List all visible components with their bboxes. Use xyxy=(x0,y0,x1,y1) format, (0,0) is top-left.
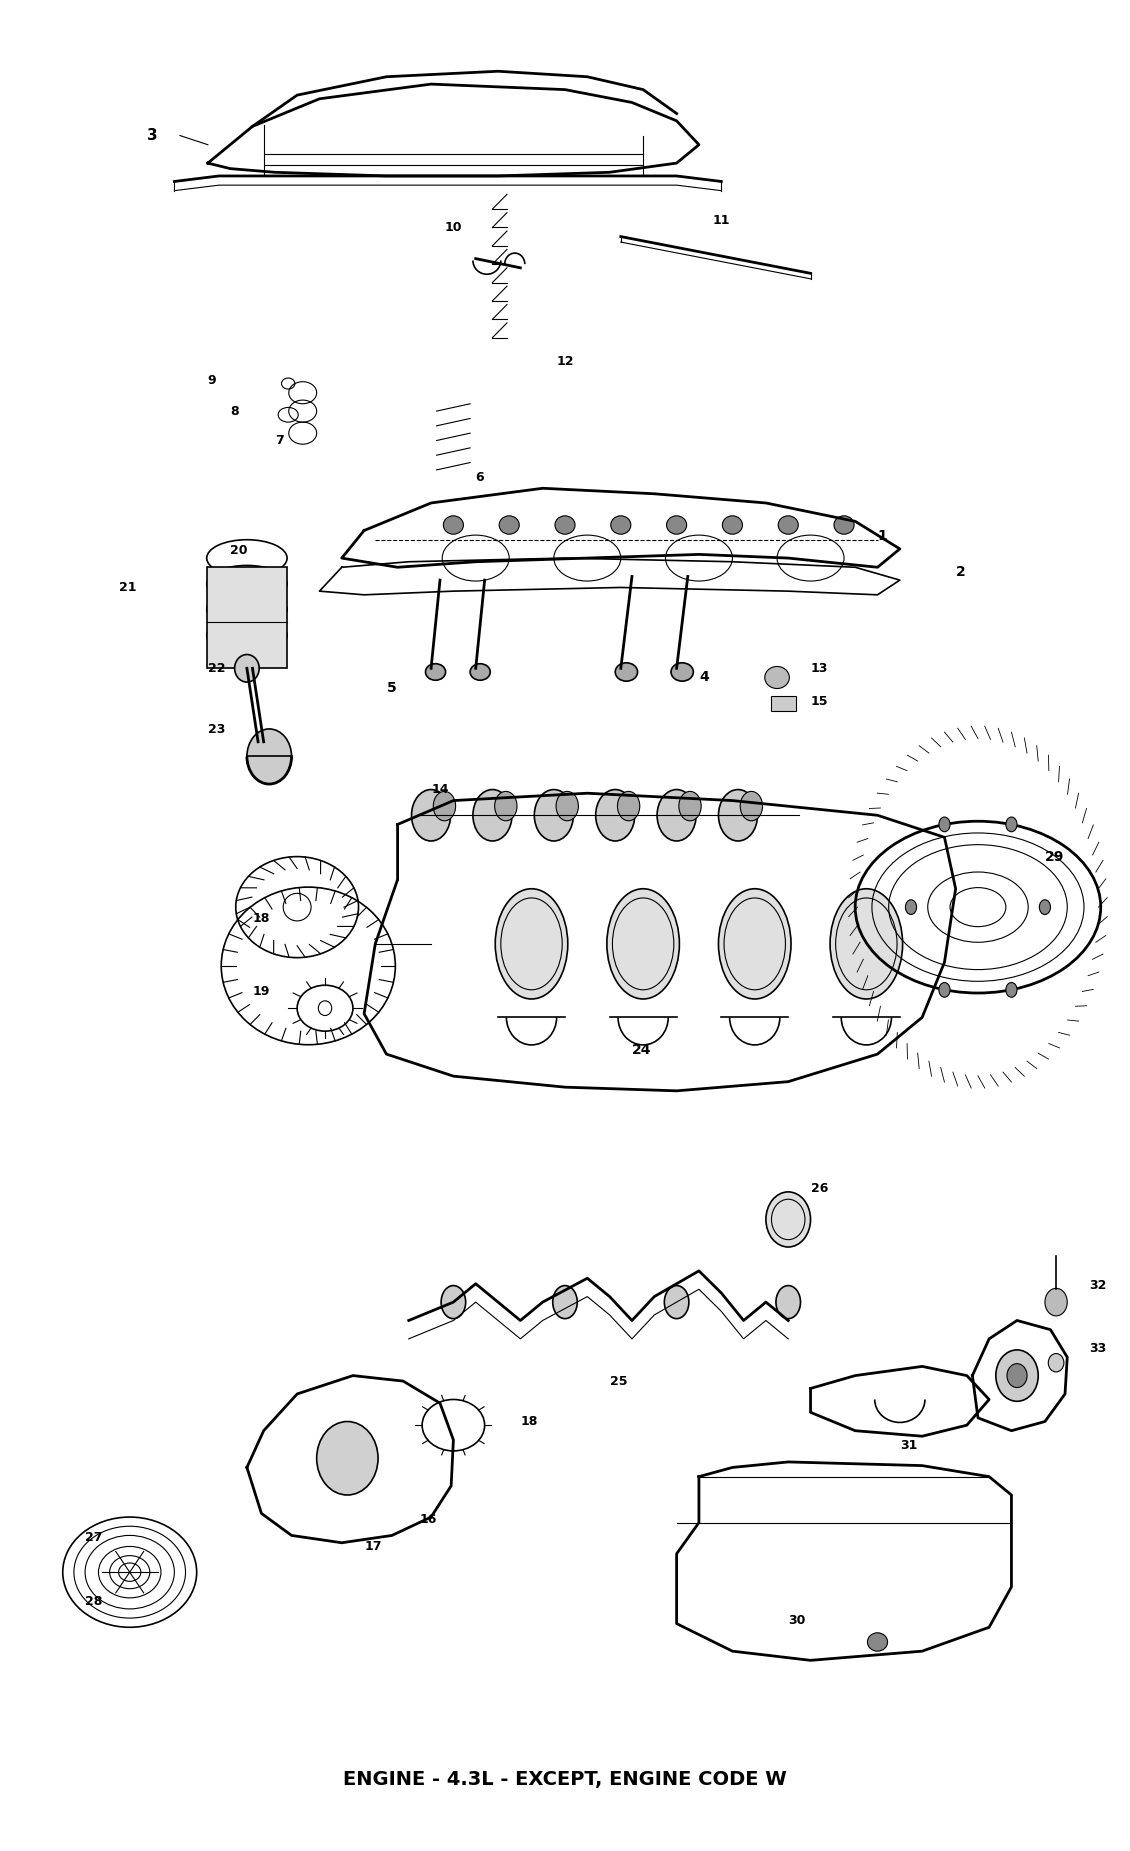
Text: 5: 5 xyxy=(386,681,397,696)
FancyBboxPatch shape xyxy=(772,696,796,711)
Ellipse shape xyxy=(664,1286,689,1318)
Ellipse shape xyxy=(495,888,567,1000)
Ellipse shape xyxy=(235,655,259,681)
Ellipse shape xyxy=(499,516,520,535)
Ellipse shape xyxy=(617,792,640,820)
Ellipse shape xyxy=(433,792,455,820)
Ellipse shape xyxy=(1006,983,1017,998)
Ellipse shape xyxy=(996,1349,1038,1401)
Text: 17: 17 xyxy=(364,1540,382,1553)
Ellipse shape xyxy=(441,1286,466,1318)
Ellipse shape xyxy=(868,1633,887,1651)
Ellipse shape xyxy=(426,665,445,681)
Text: ENGINE - 4.3L - EXCEPT, ENGINE CODE W: ENGINE - 4.3L - EXCEPT, ENGINE CODE W xyxy=(344,1770,786,1788)
Ellipse shape xyxy=(555,516,575,535)
Text: 20: 20 xyxy=(231,544,247,557)
Text: 30: 30 xyxy=(789,1614,806,1627)
Ellipse shape xyxy=(657,790,696,840)
Text: 33: 33 xyxy=(1089,1342,1106,1355)
Ellipse shape xyxy=(667,516,687,535)
Ellipse shape xyxy=(1007,1364,1027,1388)
Text: 26: 26 xyxy=(810,1183,828,1196)
Text: 3: 3 xyxy=(147,128,157,143)
Ellipse shape xyxy=(596,790,635,840)
Text: 24: 24 xyxy=(632,1044,652,1057)
Ellipse shape xyxy=(1045,1288,1067,1316)
Text: 2: 2 xyxy=(956,565,965,579)
Text: 10: 10 xyxy=(444,220,462,233)
Text: 18: 18 xyxy=(520,1416,538,1429)
Ellipse shape xyxy=(722,516,742,535)
Ellipse shape xyxy=(247,729,292,785)
Ellipse shape xyxy=(831,888,903,1000)
Text: 6: 6 xyxy=(476,470,485,483)
Ellipse shape xyxy=(495,792,518,820)
Text: 18: 18 xyxy=(252,913,270,926)
Text: 15: 15 xyxy=(810,694,828,709)
Ellipse shape xyxy=(765,666,790,689)
Text: 32: 32 xyxy=(1089,1279,1107,1292)
Ellipse shape xyxy=(776,1286,800,1318)
Ellipse shape xyxy=(679,792,702,820)
Ellipse shape xyxy=(719,790,757,840)
Ellipse shape xyxy=(939,816,950,831)
Ellipse shape xyxy=(443,516,463,535)
Ellipse shape xyxy=(411,790,451,840)
Text: 27: 27 xyxy=(85,1531,103,1544)
Ellipse shape xyxy=(1040,900,1051,914)
Bar xyxy=(207,566,287,668)
Ellipse shape xyxy=(719,888,791,1000)
Ellipse shape xyxy=(1049,1353,1064,1372)
Ellipse shape xyxy=(470,665,490,681)
Ellipse shape xyxy=(905,900,916,914)
Ellipse shape xyxy=(740,792,763,820)
Text: 23: 23 xyxy=(208,722,225,735)
Ellipse shape xyxy=(316,1422,379,1496)
Text: 19: 19 xyxy=(252,985,270,998)
Text: 16: 16 xyxy=(420,1512,437,1525)
Ellipse shape xyxy=(534,790,573,840)
Text: 28: 28 xyxy=(85,1596,103,1609)
Ellipse shape xyxy=(671,663,694,681)
Text: 1: 1 xyxy=(878,529,887,542)
Text: 22: 22 xyxy=(208,663,225,676)
Ellipse shape xyxy=(834,516,854,535)
Ellipse shape xyxy=(207,616,287,653)
Text: 21: 21 xyxy=(119,581,136,594)
Ellipse shape xyxy=(766,1192,810,1248)
Text: 14: 14 xyxy=(431,783,449,796)
Text: 12: 12 xyxy=(556,355,574,368)
Text: 25: 25 xyxy=(610,1375,627,1388)
Ellipse shape xyxy=(610,516,631,535)
Ellipse shape xyxy=(939,983,950,998)
Text: 31: 31 xyxy=(899,1438,918,1451)
Ellipse shape xyxy=(556,792,579,820)
Ellipse shape xyxy=(1006,816,1017,831)
Ellipse shape xyxy=(779,516,798,535)
Text: 7: 7 xyxy=(275,435,284,448)
Text: 29: 29 xyxy=(1045,850,1064,864)
Ellipse shape xyxy=(553,1286,577,1318)
Text: 8: 8 xyxy=(231,405,238,418)
Text: 13: 13 xyxy=(810,663,828,676)
Ellipse shape xyxy=(615,663,637,681)
Ellipse shape xyxy=(473,790,512,840)
Ellipse shape xyxy=(607,888,679,1000)
Text: 9: 9 xyxy=(208,374,217,387)
Text: 4: 4 xyxy=(699,670,709,685)
Text: 11: 11 xyxy=(713,213,730,226)
